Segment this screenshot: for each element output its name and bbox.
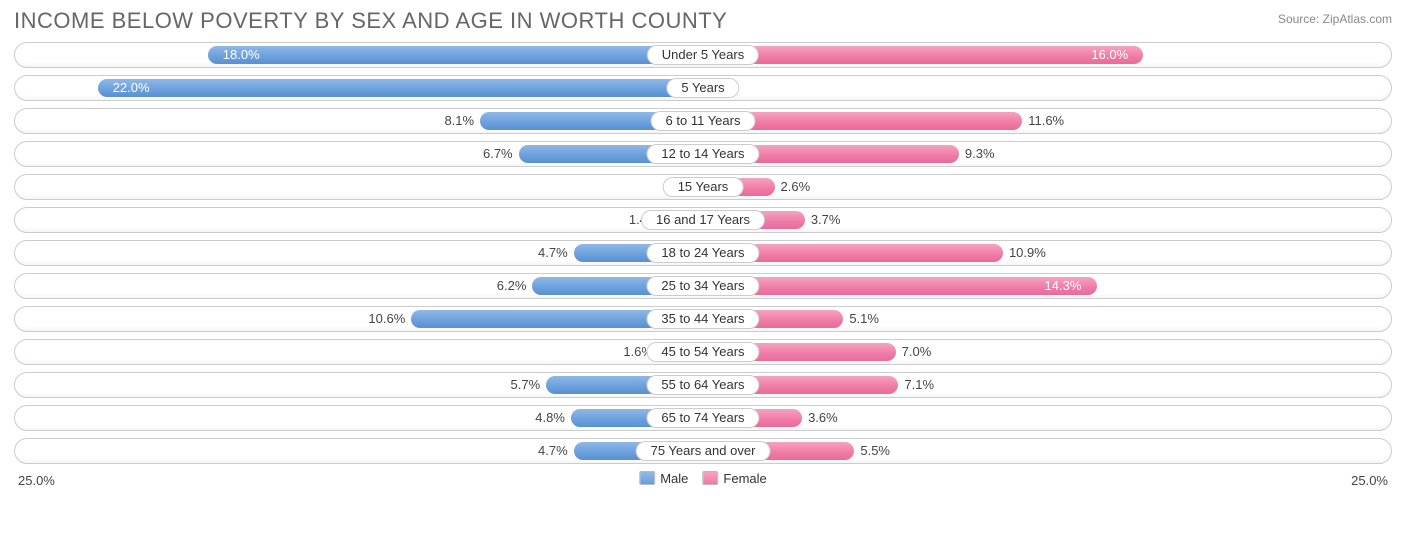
category-label: 5 Years — [666, 78, 739, 98]
category-label: Under 5 Years — [647, 45, 759, 65]
female-value: 11.6% — [1028, 109, 1064, 133]
male-bar — [208, 46, 703, 64]
chart-row: 4.7% 10.9% 18 to 24 Years — [14, 240, 1392, 266]
chart-source: Source: ZipAtlas.com — [1278, 8, 1392, 26]
chart-row: 6.2% 14.3% 25 to 34 Years — [14, 273, 1392, 299]
male-value: 18.0% — [223, 43, 260, 67]
chart-title: INCOME BELOW POVERTY BY SEX AND AGE IN W… — [14, 8, 727, 34]
category-label: 65 to 74 Years — [646, 408, 759, 428]
legend-female: Female — [702, 471, 766, 486]
category-label: 35 to 44 Years — [646, 309, 759, 329]
male-bar — [98, 79, 703, 97]
female-value: 7.0% — [902, 340, 932, 364]
female-value: 2.6% — [781, 175, 811, 199]
category-label: 16 and 17 Years — [641, 210, 765, 230]
female-value: 9.3% — [965, 142, 995, 166]
female-value: 10.9% — [1009, 241, 1046, 265]
axis-max-right: 25.0% — [1351, 473, 1388, 488]
male-value: 8.1% — [444, 109, 474, 133]
chart-row: 10.6% 5.1% 35 to 44 Years — [14, 306, 1392, 332]
male-value: 22.0% — [113, 76, 150, 100]
chart-footer: 25.0% Male Female 25.0% — [14, 471, 1392, 495]
chart-header: INCOME BELOW POVERTY BY SEX AND AGE IN W… — [14, 8, 1392, 34]
chart-container: INCOME BELOW POVERTY BY SEX AND AGE IN W… — [0, 0, 1406, 501]
legend-male-label: Male — [660, 471, 688, 486]
female-bar — [703, 46, 1143, 64]
chart-row: 18.0% 16.0% Under 5 Years — [14, 42, 1392, 68]
female-bar — [703, 277, 1097, 295]
male-value: 5.7% — [511, 373, 541, 397]
female-value: 7.1% — [904, 373, 934, 397]
chart-row: 5.7% 7.1% 55 to 64 Years — [14, 372, 1392, 398]
category-label: 75 Years and over — [636, 441, 771, 461]
category-label: 12 to 14 Years — [646, 144, 759, 164]
female-value: 3.6% — [808, 406, 838, 430]
male-value: 10.6% — [368, 307, 405, 331]
chart-row: 6.7% 9.3% 12 to 14 Years — [14, 141, 1392, 167]
male-value: 6.7% — [483, 142, 513, 166]
female-value: 5.1% — [849, 307, 879, 331]
swatch-male — [639, 471, 655, 485]
chart-row: 1.6%7.0%45 to 54 Years — [14, 339, 1392, 365]
female-value: 16.0% — [1091, 43, 1128, 67]
category-label: 15 Years — [663, 177, 744, 197]
chart-row: 1.4%3.7%16 and 17 Years — [14, 207, 1392, 233]
male-value: 4.7% — [538, 241, 568, 265]
female-value: 14.3% — [1045, 274, 1082, 298]
male-value: 6.2% — [497, 274, 527, 298]
male-value: 4.8% — [535, 406, 565, 430]
chart-row: 8.1% 11.6% 6 to 11 Years — [14, 108, 1392, 134]
male-value: 4.7% — [538, 439, 568, 463]
legend-male: Male — [639, 471, 688, 486]
tornado-chart: 18.0% 16.0% Under 5 Years 22.0%0.0%5 Years 8… — [14, 42, 1392, 464]
female-value: 5.5% — [860, 439, 890, 463]
chart-row: 4.7% 5.5% 75 Years and over — [14, 438, 1392, 464]
chart-row: 0.0%2.6%15 Years — [14, 174, 1392, 200]
chart-row: 4.8% 3.6% 65 to 74 Years — [14, 405, 1392, 431]
legend: Male Female — [639, 471, 767, 486]
female-value: 3.7% — [811, 208, 841, 232]
axis-max-left: 25.0% — [18, 473, 55, 488]
category-label: 55 to 64 Years — [646, 375, 759, 395]
category-label: 18 to 24 Years — [646, 243, 759, 263]
chart-row: 22.0%0.0%5 Years — [14, 75, 1392, 101]
category-label: 25 to 34 Years — [646, 276, 759, 296]
swatch-female — [702, 471, 718, 485]
legend-female-label: Female — [723, 471, 766, 486]
category-label: 6 to 11 Years — [651, 111, 756, 131]
category-label: 45 to 54 Years — [646, 342, 759, 362]
